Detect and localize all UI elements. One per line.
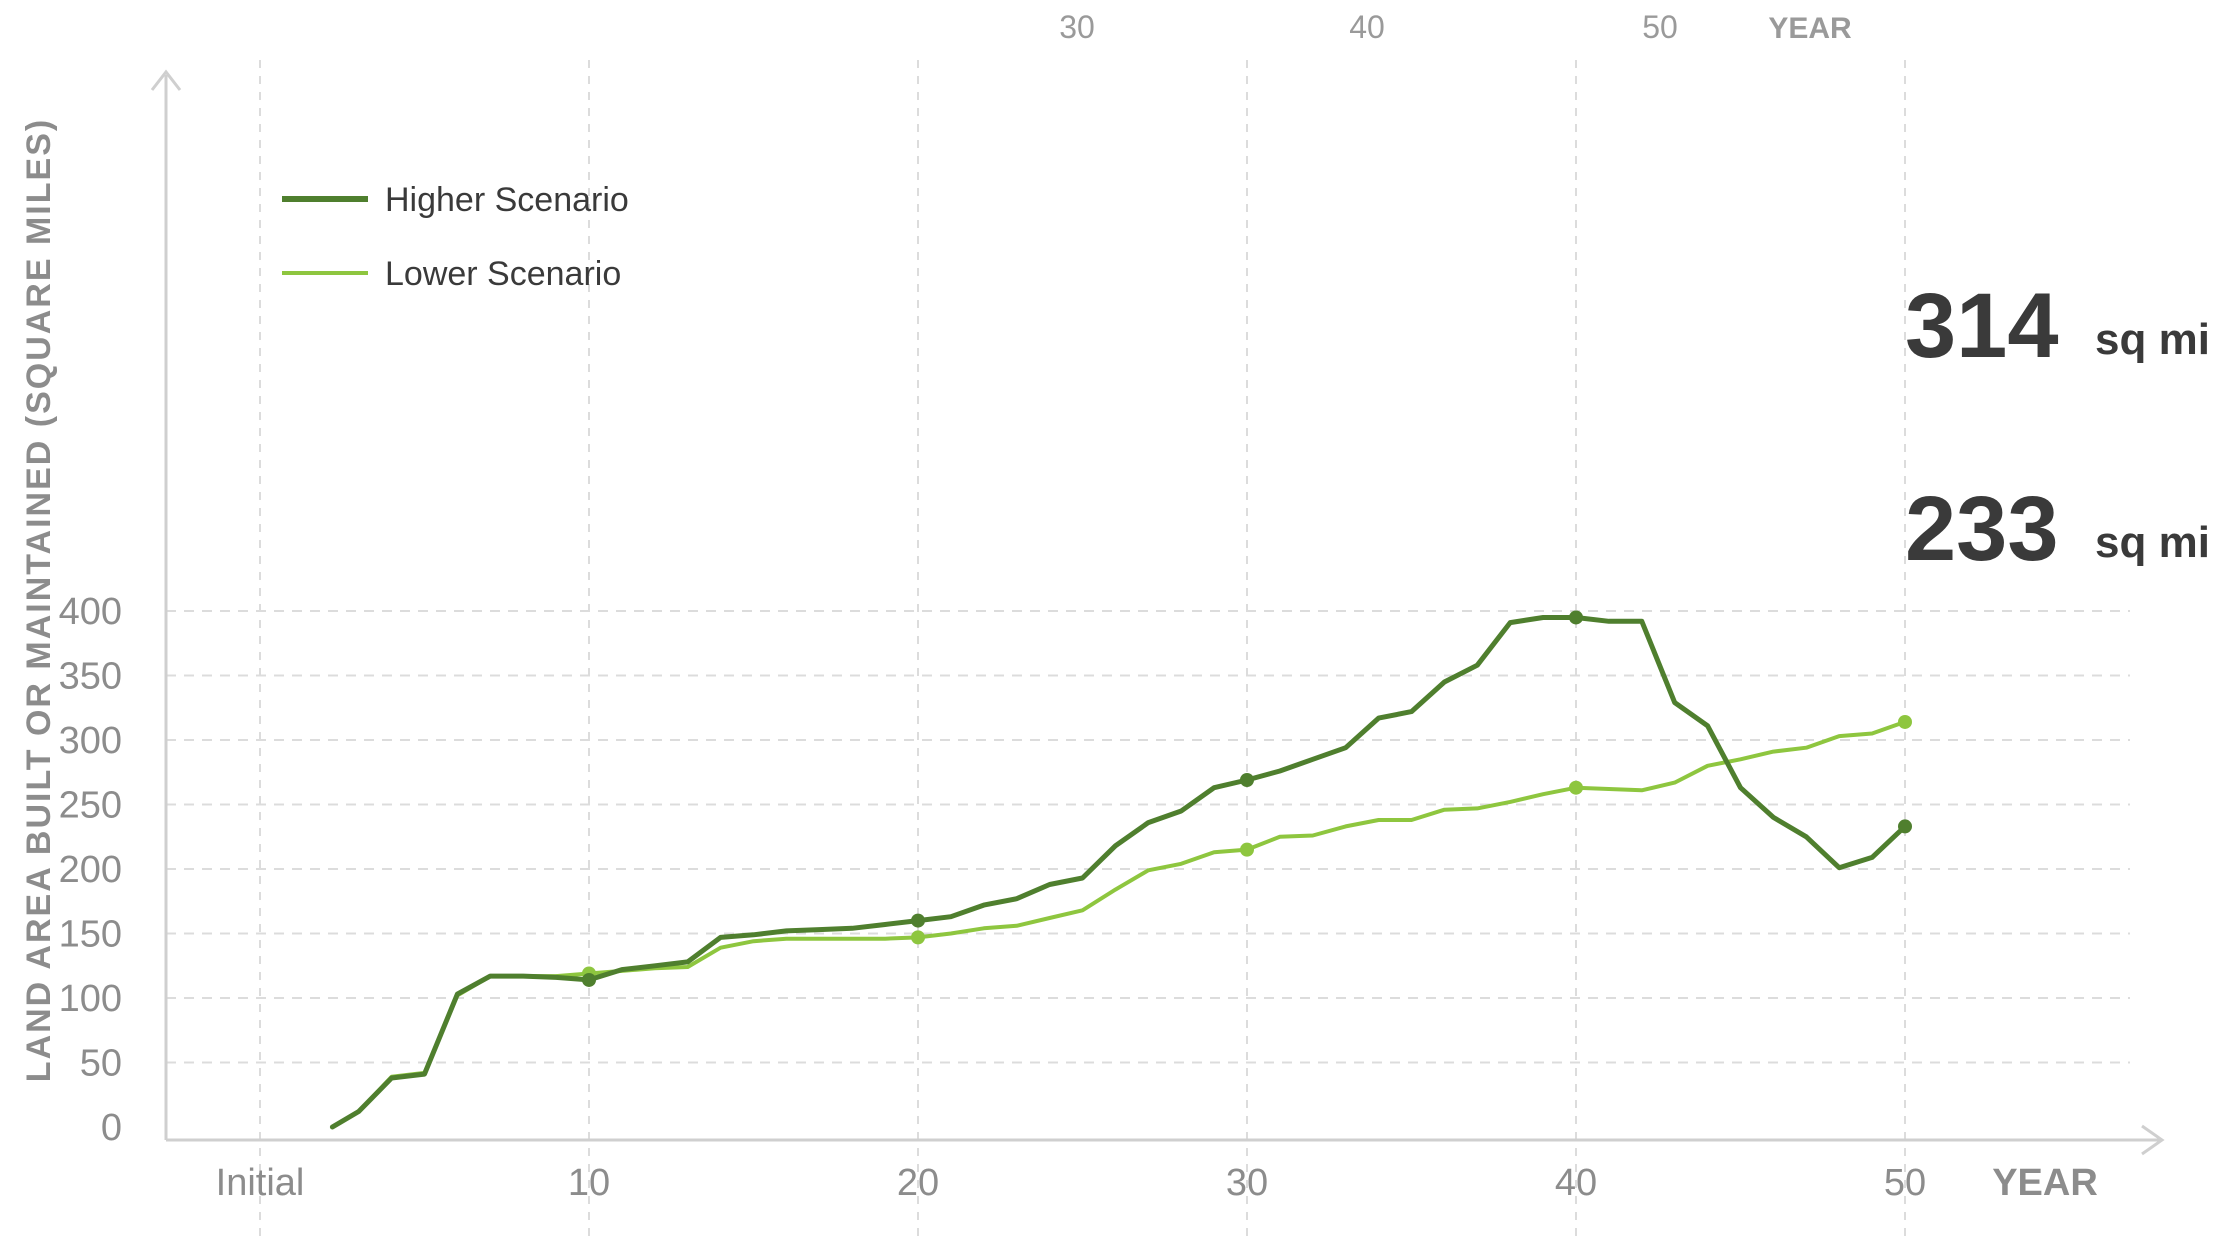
- series-line-lower-scenario: [330, 719, 1907, 1129]
- y-axis-title: LAND AREA BUILT OR MAINTAINED (SQUARE MI…: [20, 118, 58, 1082]
- y-tick-200: 200: [59, 849, 122, 891]
- x-axis-arrow: [2141, 1124, 2165, 1156]
- point-lower-scenario-50: [1898, 714, 1912, 729]
- x-tick-50: 50: [1884, 1162, 1926, 1204]
- x-tick-Initial: Initial: [216, 1162, 305, 1204]
- y-tick-0: 0: [101, 1107, 122, 1149]
- y-tick-300: 300: [59, 720, 122, 762]
- y-tick-50: 50: [80, 1043, 122, 1085]
- y-tick-350: 350: [59, 656, 122, 698]
- legend: Higher Scenario Lower Scenario: [282, 181, 629, 293]
- top-tick-30: 30: [1059, 9, 1095, 45]
- top-axis: 30 40 50: [1059, 9, 1678, 45]
- end-unit-lower: sq mi: [2095, 315, 2210, 364]
- top-axis-title: YEAR: [1768, 12, 1852, 45]
- legend-label-higher: Higher Scenario: [385, 181, 629, 219]
- point-lower-scenario-20: [911, 930, 925, 945]
- x-tick-labels: Initial 10 20 30 40 50: [216, 1162, 1927, 1204]
- y-tick-400: 400: [59, 591, 122, 633]
- series-line-higher-scenario: [329, 615, 1908, 1130]
- y-tick-labels: 0 50 100 150 200 250 300 350 400: [59, 591, 122, 1149]
- grid: [166, 60, 2130, 1239]
- x-axis-title: YEAR: [1992, 1162, 2098, 1204]
- end-annotation-lower: 314 sq mi: [1905, 275, 2210, 377]
- end-unit-higher: sq mi: [2095, 518, 2210, 567]
- point-lower-scenario-30: [1240, 842, 1254, 857]
- axes: [150, 69, 2165, 1156]
- point-higher-scenario-10: [582, 972, 596, 987]
- y-axis-arrow: [150, 69, 182, 91]
- y-tick-150: 150: [59, 914, 122, 956]
- y-tick-250: 250: [59, 785, 122, 827]
- point-higher-scenario-50: [1898, 819, 1912, 834]
- x-tick-40: 40: [1555, 1162, 1597, 1204]
- point-higher-scenario-40: [1569, 610, 1583, 625]
- top-tick-40: 40: [1349, 9, 1385, 45]
- x-tick-10: 10: [568, 1162, 610, 1204]
- point-higher-scenario-20: [911, 913, 925, 928]
- legend-label-lower: Lower Scenario: [385, 255, 621, 293]
- point-lower-scenario-40: [1569, 780, 1583, 795]
- series: [329, 610, 1912, 1130]
- y-tick-100: 100: [59, 978, 122, 1020]
- end-annotation-higher: 233 sq mi: [1905, 478, 2210, 580]
- x-tick-30: 30: [1226, 1162, 1268, 1204]
- end-value-lower: 314: [1905, 275, 2059, 377]
- point-higher-scenario-30: [1240, 772, 1254, 787]
- top-tick-50: 50: [1642, 9, 1678, 45]
- end-value-higher: 233: [1905, 478, 2059, 580]
- x-tick-20: 20: [897, 1162, 939, 1204]
